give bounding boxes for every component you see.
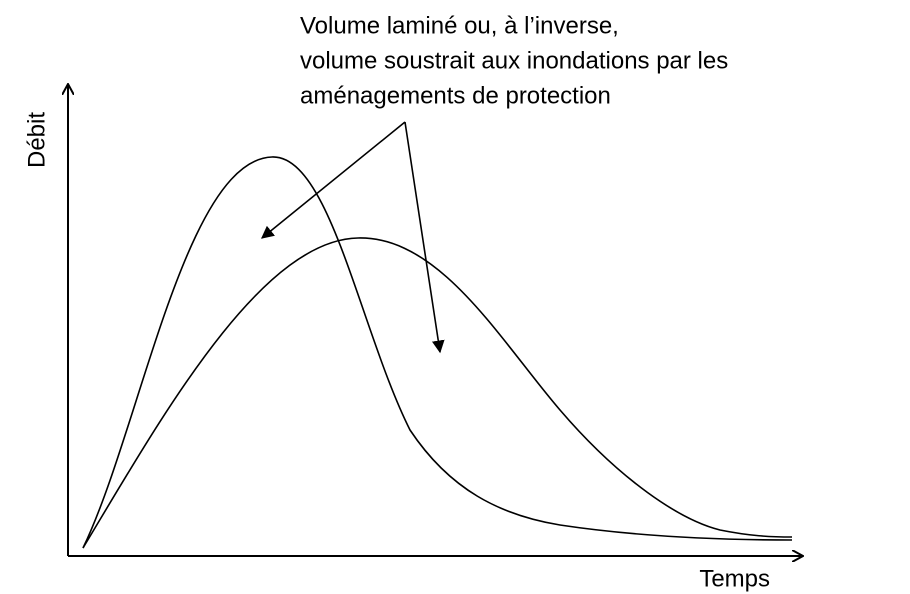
x-axis-label: Temps [699, 565, 770, 592]
annotation-arrow [404, 121, 445, 354]
y-axis-label: Débit [23, 112, 50, 168]
attenuated-hydrograph [82, 237, 793, 549]
natural-hydrograph [82, 156, 793, 549]
annotation-arrow [261, 121, 406, 239]
annotation-line: aménagements de protection [300, 82, 611, 109]
annotation-line: Volume laminé ou, à l’inverse, [300, 12, 619, 39]
annotation-line: volume soustrait aux inondations par les [300, 47, 728, 74]
